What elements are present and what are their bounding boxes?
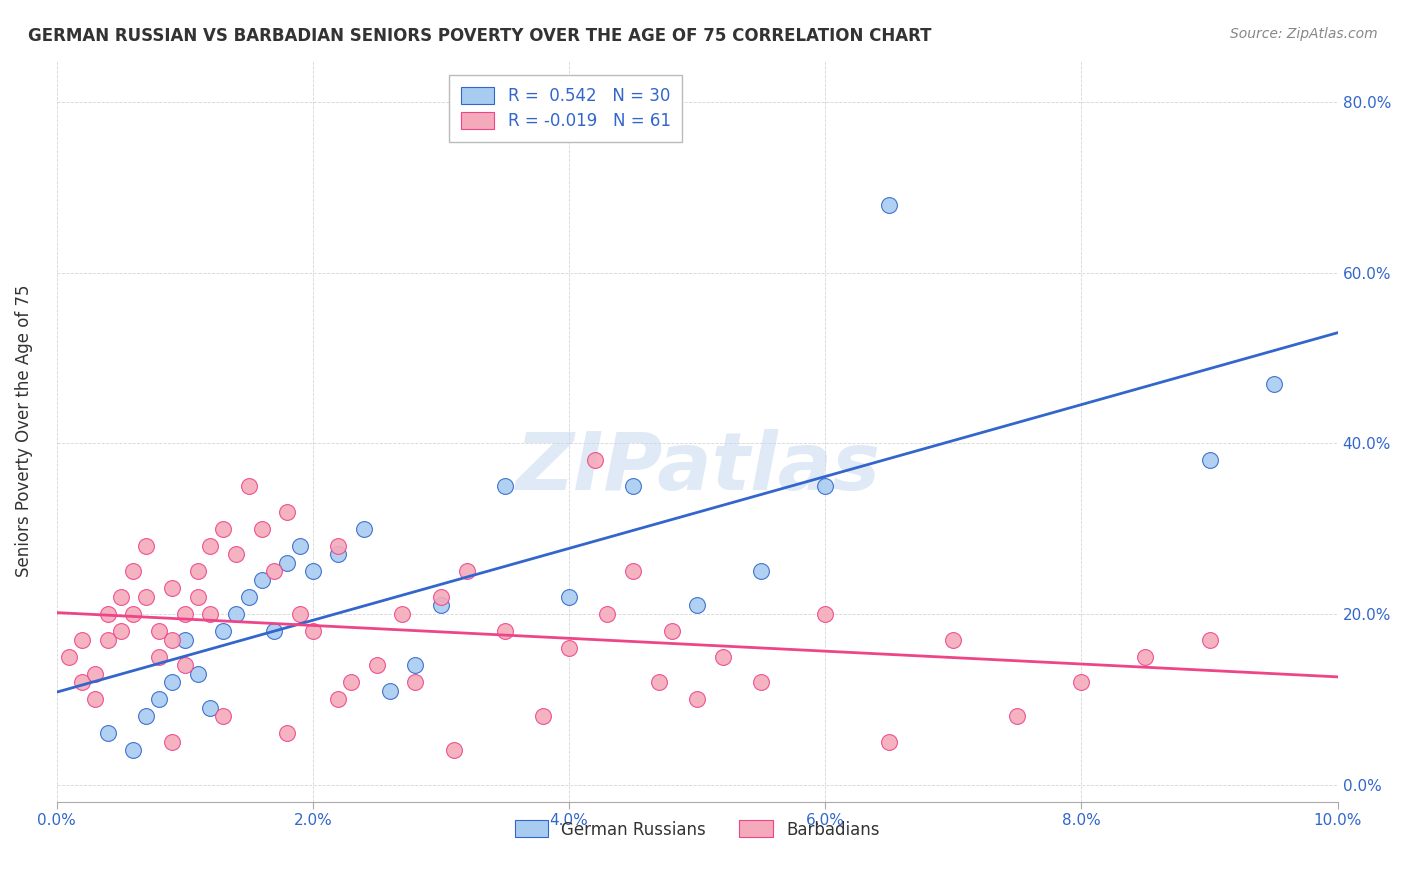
- Point: [942, 632, 965, 647]
- Point: [814, 607, 837, 621]
- Point: [135, 709, 157, 723]
- Point: [1135, 649, 1157, 664]
- Point: [276, 726, 298, 740]
- Text: GERMAN RUSSIAN VS BARBADIAN SENIORS POVERTY OVER THE AGE OF 75 CORRELATION CHART: GERMAN RUSSIAN VS BARBADIAN SENIORS POVE…: [28, 27, 932, 45]
- Point: [1070, 675, 1092, 690]
- Point: [160, 675, 183, 690]
- Point: [122, 564, 145, 578]
- Point: [1198, 453, 1220, 467]
- Point: [647, 675, 669, 690]
- Point: [661, 624, 683, 638]
- Point: [97, 607, 120, 621]
- Point: [749, 675, 772, 690]
- Point: [97, 726, 120, 740]
- Text: Source: ZipAtlas.com: Source: ZipAtlas.com: [1230, 27, 1378, 41]
- Point: [212, 624, 235, 638]
- Point: [135, 539, 157, 553]
- Point: [110, 624, 132, 638]
- Point: [558, 641, 581, 656]
- Point: [84, 666, 107, 681]
- Point: [404, 658, 426, 673]
- Point: [135, 590, 157, 604]
- Point: [276, 505, 298, 519]
- Point: [148, 649, 170, 664]
- Point: [1263, 376, 1285, 391]
- Point: [122, 743, 145, 757]
- Point: [328, 547, 350, 561]
- Point: [276, 556, 298, 570]
- Legend: German Russians, Barbadians: German Russians, Barbadians: [508, 814, 886, 846]
- Point: [686, 692, 709, 706]
- Point: [160, 632, 183, 647]
- Point: [173, 607, 195, 621]
- Point: [173, 658, 195, 673]
- Point: [814, 479, 837, 493]
- Point: [160, 582, 183, 596]
- Point: [160, 735, 183, 749]
- Point: [200, 539, 222, 553]
- Point: [686, 599, 709, 613]
- Point: [583, 453, 606, 467]
- Text: ZIPatlas: ZIPatlas: [515, 429, 880, 507]
- Point: [186, 666, 208, 681]
- Point: [148, 692, 170, 706]
- Point: [596, 607, 619, 621]
- Point: [621, 564, 644, 578]
- Point: [238, 479, 260, 493]
- Point: [70, 675, 93, 690]
- Point: [122, 607, 145, 621]
- Point: [58, 649, 80, 664]
- Point: [70, 632, 93, 647]
- Point: [110, 590, 132, 604]
- Point: [621, 479, 644, 493]
- Point: [749, 564, 772, 578]
- Point: [250, 573, 273, 587]
- Point: [301, 564, 323, 578]
- Point: [558, 590, 581, 604]
- Point: [1007, 709, 1029, 723]
- Point: [711, 649, 734, 664]
- Point: [288, 539, 311, 553]
- Point: [443, 743, 465, 757]
- Point: [366, 658, 388, 673]
- Point: [1198, 632, 1220, 647]
- Point: [200, 607, 222, 621]
- Point: [97, 632, 120, 647]
- Point: [225, 607, 247, 621]
- Point: [225, 547, 247, 561]
- Point: [877, 735, 900, 749]
- Point: [200, 700, 222, 714]
- Point: [430, 599, 453, 613]
- Point: [456, 564, 478, 578]
- Point: [148, 624, 170, 638]
- Point: [494, 479, 516, 493]
- Point: [531, 709, 554, 723]
- Point: [877, 197, 900, 211]
- Y-axis label: Seniors Poverty Over the Age of 75: Seniors Poverty Over the Age of 75: [15, 285, 32, 577]
- Point: [186, 564, 208, 578]
- Point: [328, 692, 350, 706]
- Point: [404, 675, 426, 690]
- Point: [84, 692, 107, 706]
- Point: [301, 624, 323, 638]
- Point: [288, 607, 311, 621]
- Point: [340, 675, 363, 690]
- Point: [186, 590, 208, 604]
- Point: [378, 683, 401, 698]
- Point: [173, 632, 195, 647]
- Point: [328, 539, 350, 553]
- Point: [238, 590, 260, 604]
- Point: [263, 624, 285, 638]
- Point: [212, 522, 235, 536]
- Point: [263, 564, 285, 578]
- Point: [494, 624, 516, 638]
- Point: [430, 590, 453, 604]
- Point: [353, 522, 375, 536]
- Point: [250, 522, 273, 536]
- Point: [391, 607, 413, 621]
- Point: [212, 709, 235, 723]
